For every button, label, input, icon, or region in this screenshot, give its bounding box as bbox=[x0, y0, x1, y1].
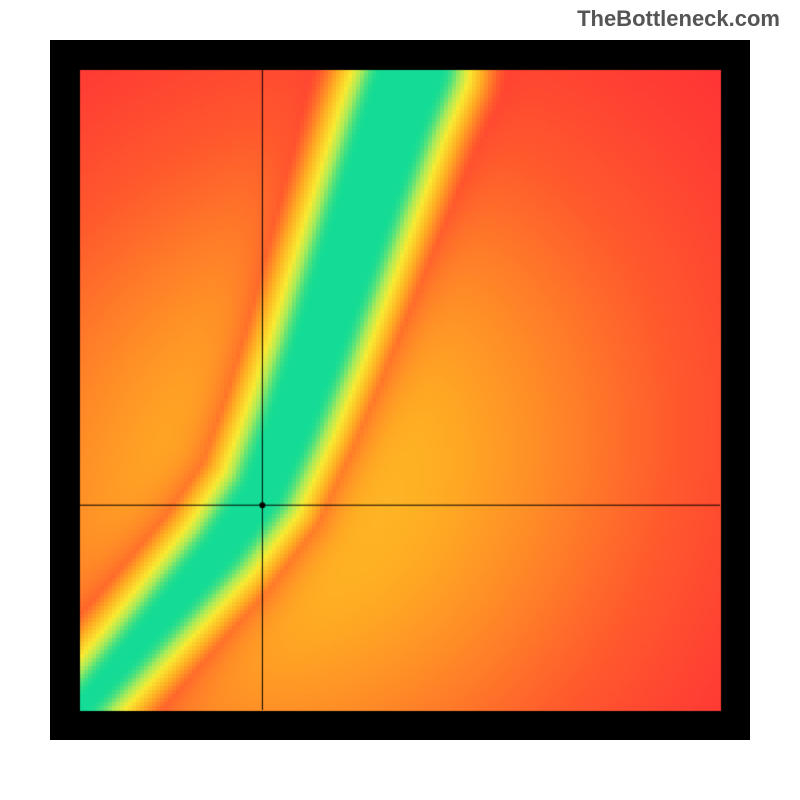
heatmap-canvas bbox=[50, 40, 750, 740]
watermark-text: TheBottleneck.com bbox=[577, 6, 780, 32]
plot-area bbox=[50, 40, 750, 740]
